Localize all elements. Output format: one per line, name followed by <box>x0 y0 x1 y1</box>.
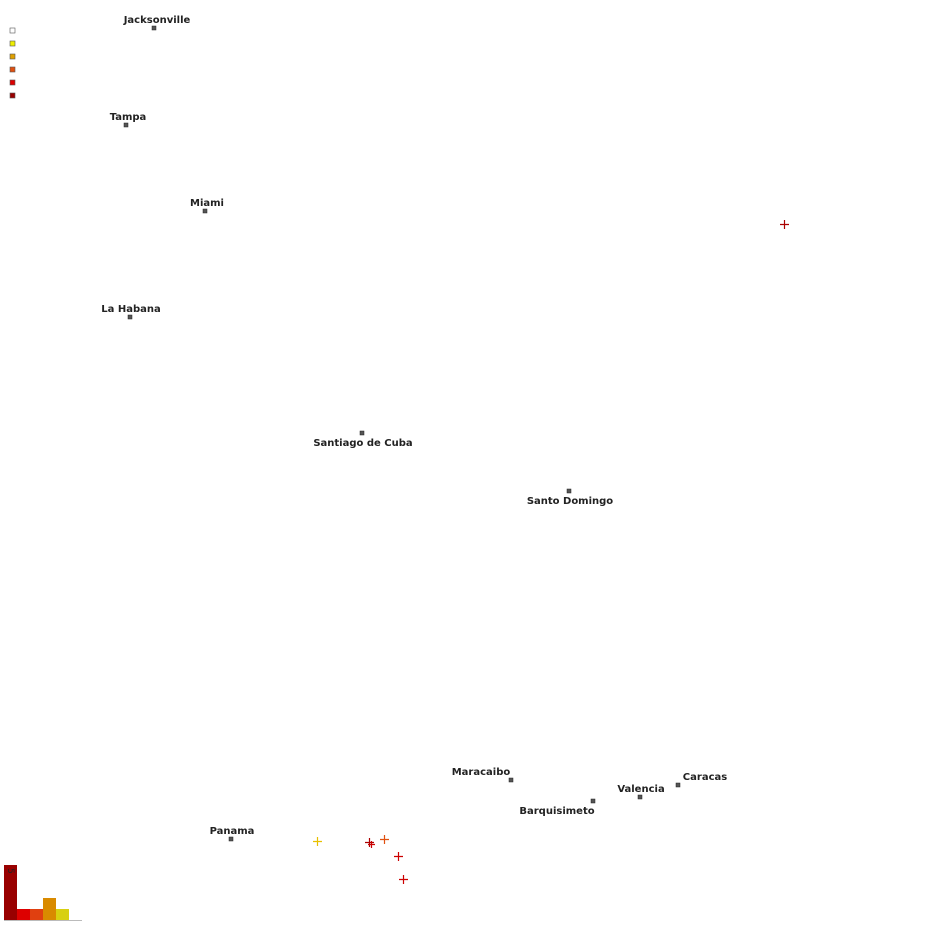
legend <box>9 27 16 99</box>
city-label: Caracas <box>683 772 727 783</box>
city-marker <box>675 782 681 788</box>
legend-swatch <box>9 79 16 86</box>
city-marker <box>123 122 129 128</box>
city-label: Maracaibo <box>452 767 511 778</box>
legend-swatch <box>9 66 16 73</box>
city-marker <box>637 794 643 800</box>
legend-swatch <box>9 53 16 60</box>
city-label: Santiago de Cuba <box>313 438 412 449</box>
city-label: La Habana <box>101 304 161 315</box>
event-marker <box>399 875 408 884</box>
city-label: Barquisimeto <box>519 806 594 817</box>
crosses <box>313 220 789 884</box>
event-marker <box>780 220 789 229</box>
city-marker <box>228 836 234 842</box>
event-marker <box>368 841 375 848</box>
event-marker <box>313 837 322 846</box>
city-label: Miami <box>190 198 224 209</box>
histogram-bar <box>43 898 56 920</box>
city-label: Jacksonville <box>123 15 191 26</box>
city-marker <box>566 488 572 494</box>
legend-swatch <box>9 27 16 34</box>
cities: Jacksonville Tampa Miami La Habana Santi… <box>101 15 727 842</box>
city-marker <box>151 25 157 31</box>
city-marker <box>202 208 208 214</box>
city-label: Valencia <box>617 784 664 795</box>
city-label: Santo Domingo <box>527 496 613 507</box>
event-marker <box>380 835 389 844</box>
city-marker <box>127 314 133 320</box>
event-marker <box>365 838 374 847</box>
histogram-bar <box>4 865 17 920</box>
city-marker <box>590 798 596 804</box>
legend-swatch <box>9 40 16 47</box>
event-marker <box>394 852 403 861</box>
legend-swatch <box>9 92 16 99</box>
histogram-label: 5 <box>5 868 15 874</box>
histogram-bar <box>30 909 43 920</box>
city-marker <box>508 777 514 783</box>
histogram-bar <box>17 909 30 920</box>
city-label: Panama <box>210 826 255 837</box>
histogram-bar <box>56 909 69 920</box>
city-label: Tampa <box>110 112 147 123</box>
city-marker <box>359 430 365 436</box>
